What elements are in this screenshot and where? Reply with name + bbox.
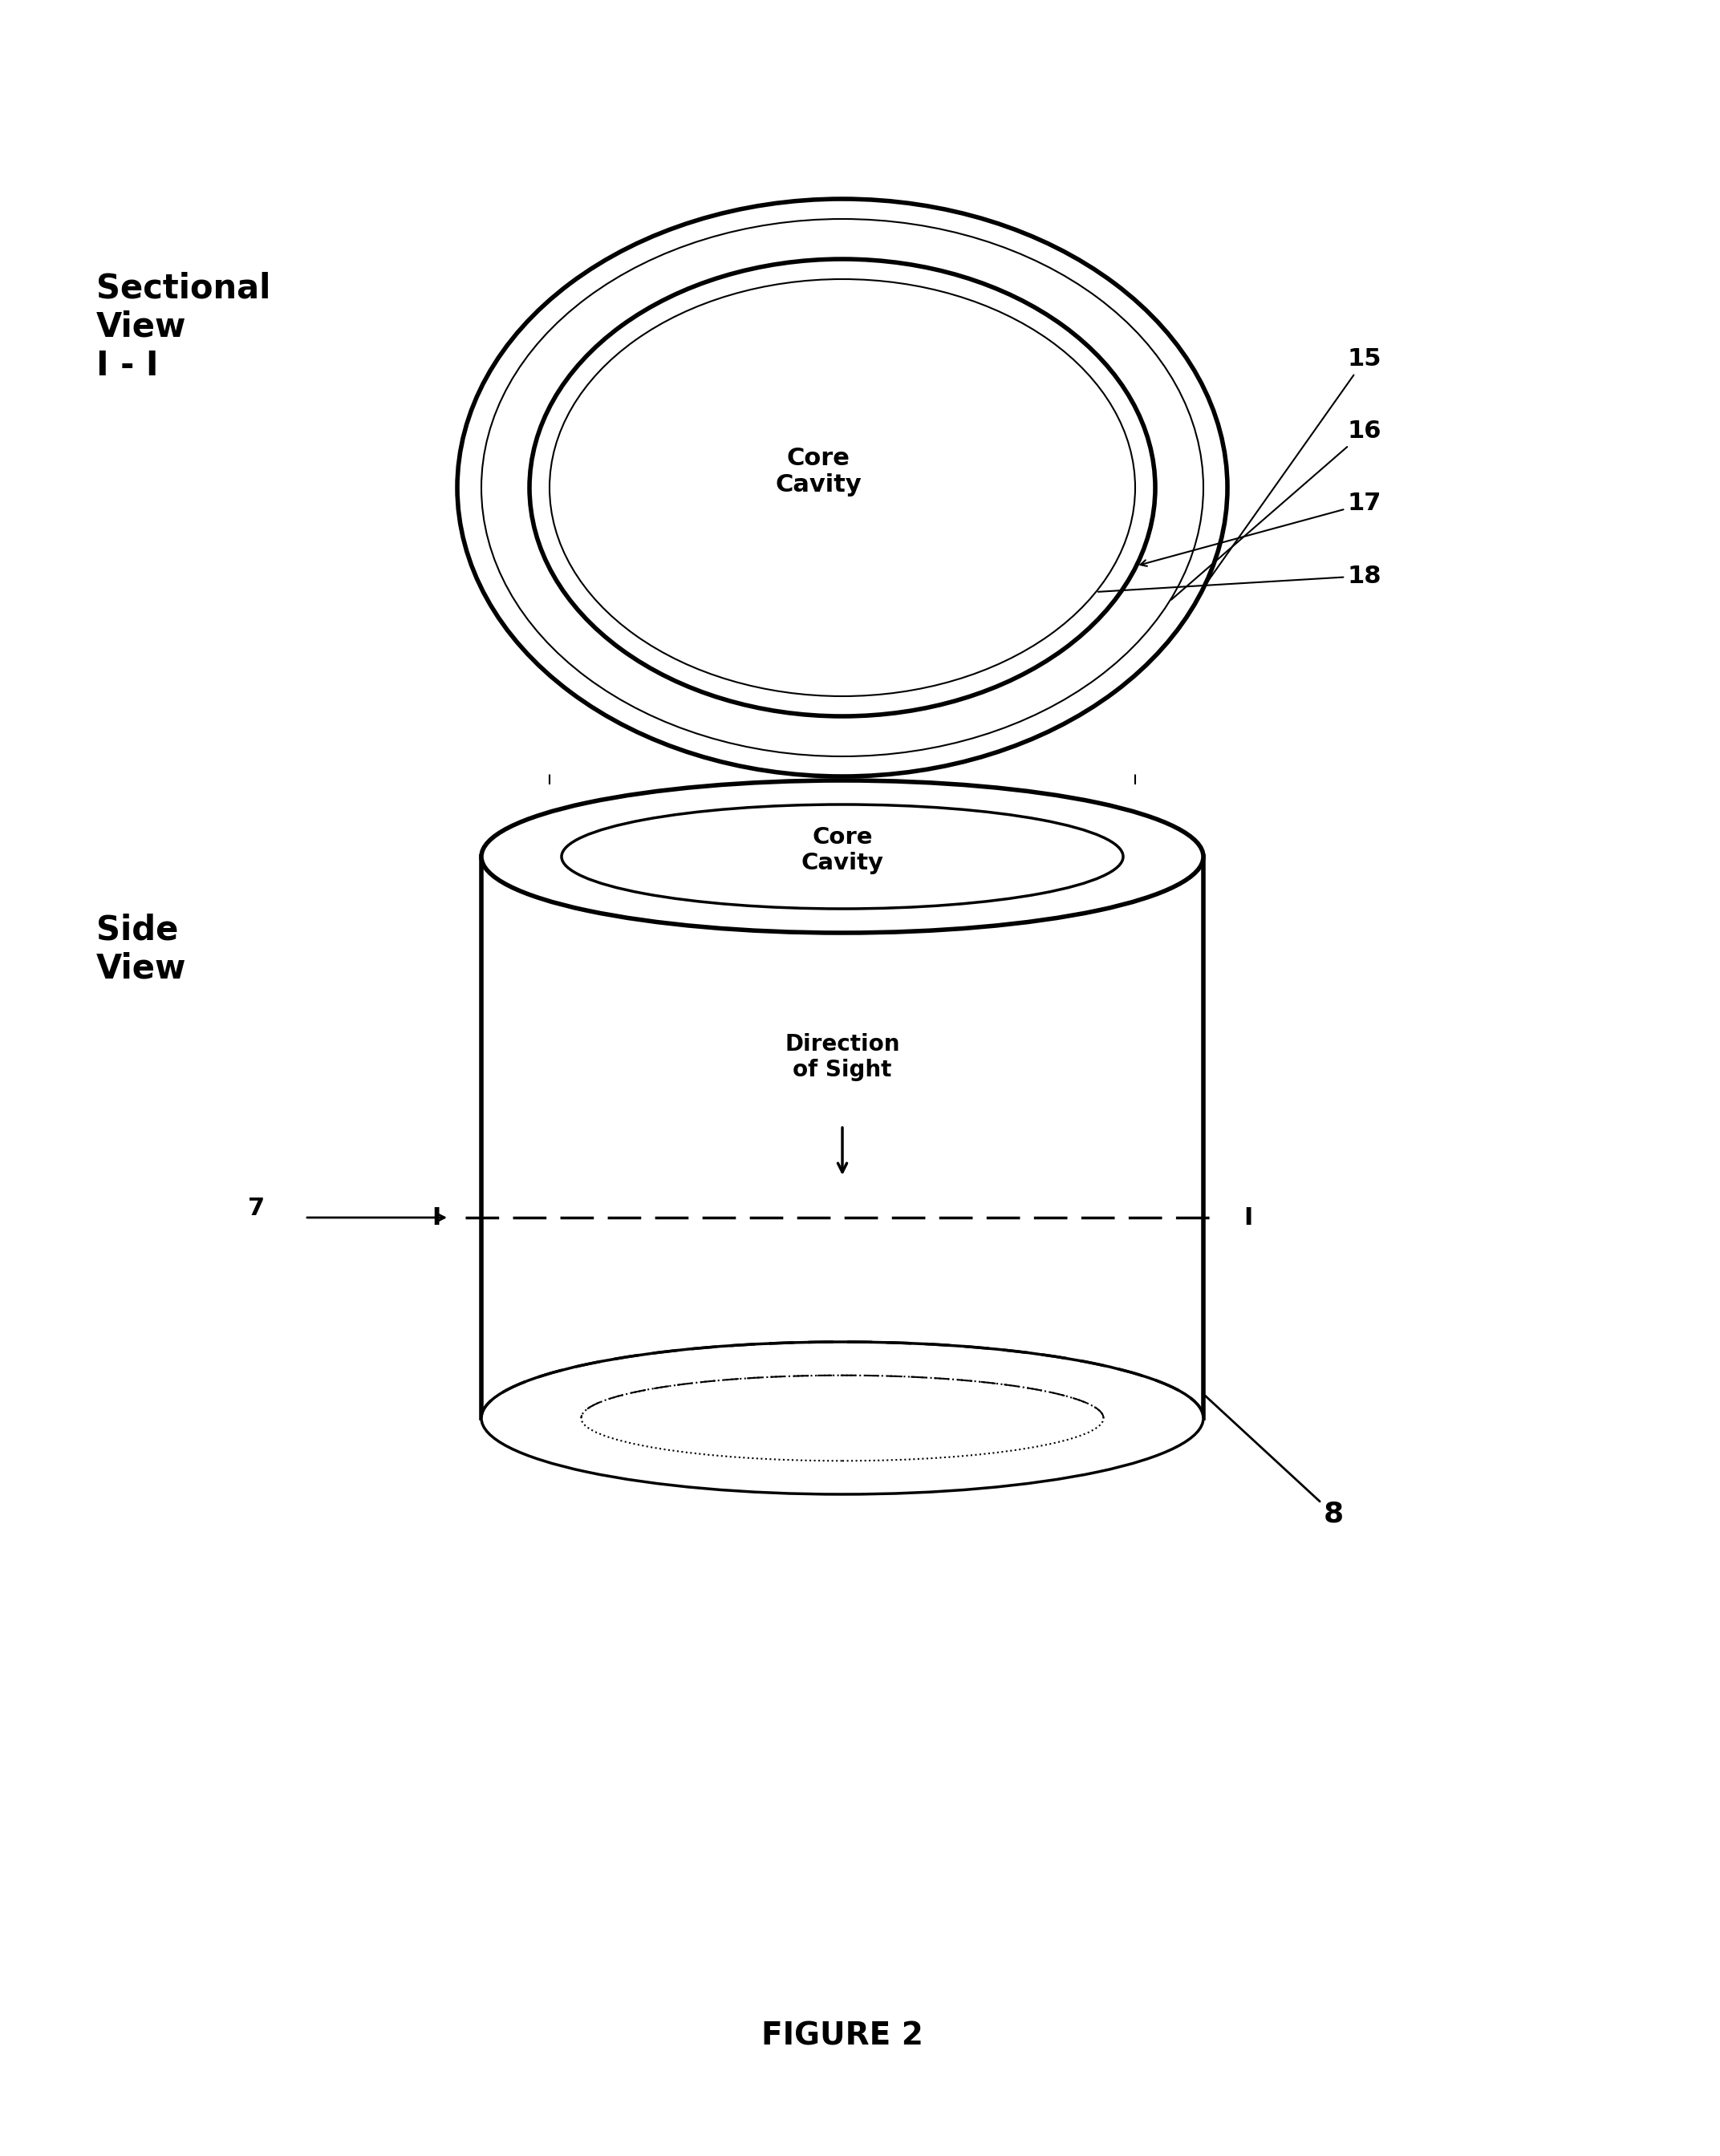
Text: Core
Cavity: Core Cavity [802,826,884,875]
Ellipse shape [482,780,1204,934]
Text: 7: 7 [248,1197,265,1220]
Text: I: I [1244,1205,1252,1229]
Text: Side
View: Side View [96,912,186,985]
Text: 16: 16 [1171,420,1381,599]
Text: Sectional
View
I - I: Sectional View I - I [96,272,270,384]
Text: FIGURE 2: FIGURE 2 [762,2020,924,2050]
Ellipse shape [482,1341,1204,1494]
Text: I: I [432,1205,442,1229]
Text: 15: 15 [1206,347,1381,584]
Text: 17: 17 [1140,492,1381,567]
Text: 8: 8 [1206,1395,1343,1529]
Text: Core
Cavity: Core Cavity [776,446,862,496]
Text: 18: 18 [1097,565,1381,591]
Text: Direction
of Sight: Direction of Sight [784,1033,900,1080]
Ellipse shape [561,804,1123,910]
Ellipse shape [581,1376,1104,1462]
